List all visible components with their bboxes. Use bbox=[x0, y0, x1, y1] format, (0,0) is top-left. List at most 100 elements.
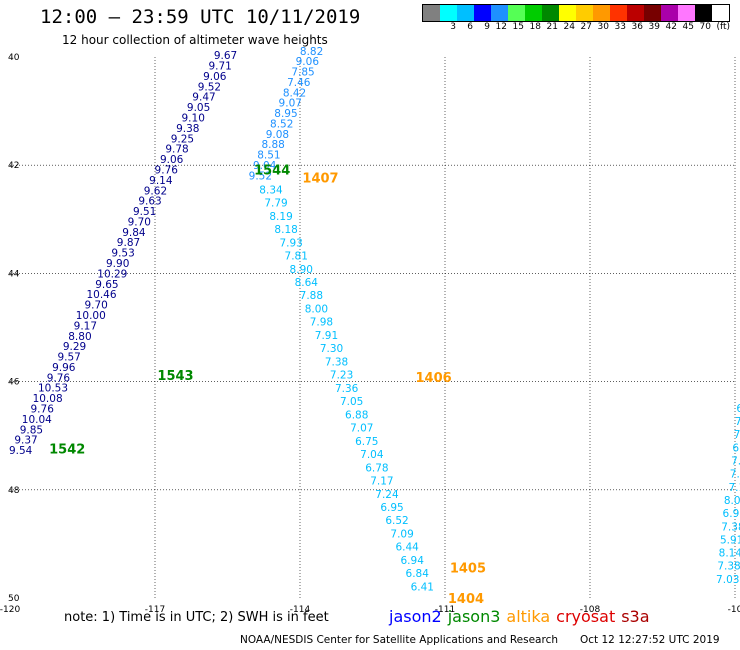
wave-height-value: 9.67 bbox=[214, 50, 237, 62]
wave-height-value: 8.51 bbox=[257, 150, 280, 162]
wave-height-value: 7.24 bbox=[375, 489, 399, 501]
satellite-label: jason3 bbox=[447, 607, 501, 626]
wave-height-value: 6.41 bbox=[411, 581, 434, 593]
legend-label: 30 bbox=[597, 22, 609, 32]
lon-tick-label: -111 bbox=[435, 605, 455, 615]
legend-swatch bbox=[457, 5, 474, 21]
legend-swatch bbox=[423, 5, 440, 21]
legend-label: 33 bbox=[614, 22, 626, 32]
wave-height-value: 10.29 bbox=[97, 268, 127, 280]
wave-height-value: 7.46 bbox=[287, 77, 311, 89]
legend-swatch bbox=[440, 5, 457, 21]
wave-height-value: 8.00 bbox=[305, 303, 328, 315]
wave-height-value: 9.47 bbox=[192, 92, 215, 104]
legend-swatch bbox=[695, 5, 712, 21]
wave-height-value: 9.54 bbox=[9, 445, 33, 457]
wave-height-value: 9.05 bbox=[187, 102, 210, 114]
wave-height-value: 7.03 bbox=[716, 574, 739, 586]
wave-height-value: 9.37 bbox=[14, 435, 37, 447]
wave-height-value: 6.44 bbox=[395, 542, 419, 554]
wave-height-value: 6.9 bbox=[732, 442, 740, 454]
wave-height-value: 8.34 bbox=[259, 184, 283, 196]
wave-height-value: 9.06 bbox=[203, 71, 227, 83]
legend-label: 3 bbox=[450, 22, 456, 32]
legend-label: 70 bbox=[699, 22, 711, 32]
wave-height-value: 7.36 bbox=[335, 383, 359, 395]
pass-labels: 1544 1407 1543 1406 1542 1405 1404 bbox=[49, 163, 486, 606]
wave-height-value: 7.88 bbox=[300, 290, 323, 302]
wave-height-value: 8.64 bbox=[295, 277, 319, 289]
wave-height-value: 7.38 bbox=[721, 521, 740, 533]
map-grid bbox=[10, 57, 736, 598]
satellite-legend: jason2 jason3 altika cryosat s3a bbox=[389, 607, 656, 626]
wave-height-value: 7.2 bbox=[730, 469, 740, 481]
credit-text: NOAA/NESDIS Center for Satellite Applica… bbox=[240, 634, 558, 646]
pass-number: 1406 bbox=[416, 371, 452, 386]
wave-height-value: 8.19 bbox=[269, 211, 292, 223]
lat-tick-label: 44 bbox=[8, 269, 20, 279]
wave-height-value: 6.78 bbox=[365, 462, 388, 474]
wave-height-value: 9.17 bbox=[74, 320, 97, 332]
legend-swatches bbox=[422, 4, 730, 22]
color-legend: 3 6 9 12 15 18 21 24 27 30 33 36 39 42 45 70 (ft) bbox=[422, 4, 730, 32]
wave-height-value: 9.38 bbox=[176, 123, 199, 135]
wave-height-value: 9.85 bbox=[20, 424, 43, 436]
wave-height-value: 10.53 bbox=[38, 383, 68, 395]
wave-height-value: 7.23 bbox=[330, 370, 353, 382]
legend-swatch bbox=[661, 5, 678, 21]
wave-height-value: 8.18 bbox=[274, 224, 297, 236]
wave-height-value: 10.46 bbox=[86, 289, 116, 301]
wave-height-value: 7.30 bbox=[320, 343, 343, 355]
pass-number: 1542 bbox=[49, 443, 85, 458]
legend-labels: 3 6 9 12 15 18 21 24 27 30 33 36 39 42 45 70 (ft) bbox=[422, 22, 730, 32]
satellite-label: jason2 bbox=[389, 607, 442, 626]
satellite-tracks: 9.549.379.8510.049.7610.0810.539.769.969… bbox=[9, 46, 740, 594]
wave-height-value: 9.57 bbox=[57, 352, 80, 364]
legend-label: 18 bbox=[529, 22, 541, 32]
legend-swatch bbox=[491, 5, 508, 21]
legend-label: 36 bbox=[631, 22, 643, 32]
legend-swatch bbox=[627, 5, 644, 21]
lat-tick-label: 42 bbox=[8, 161, 19, 171]
legend-swatch bbox=[542, 5, 559, 21]
wave-height-value: 7.04 bbox=[360, 449, 384, 461]
wave-height-value: 9.84 bbox=[122, 227, 146, 239]
lon-tick-label: -108 bbox=[580, 605, 601, 615]
legend-label bbox=[422, 22, 439, 32]
lat-tick-label: 50 bbox=[8, 594, 20, 604]
legend-unit: (ft) bbox=[716, 22, 730, 32]
wave-height-value: 8.80 bbox=[68, 331, 91, 343]
legend-label: 27 bbox=[580, 22, 592, 32]
timestamp: Oct 12 12:27:52 UTC 2019 bbox=[580, 634, 720, 646]
wave-height-value: 6.94 bbox=[401, 555, 425, 567]
wave-height-value: 7.81 bbox=[285, 251, 308, 263]
wave-height-value: 7.2 bbox=[731, 455, 740, 467]
legend-label: 15 bbox=[512, 22, 524, 32]
wave-height-value: 8.82 bbox=[300, 46, 323, 58]
legend-swatch bbox=[593, 5, 610, 21]
wave-height-value: 10.08 bbox=[33, 393, 63, 405]
lat-tick-label: 46 bbox=[8, 378, 20, 388]
legend-label: 42 bbox=[665, 22, 677, 32]
wave-height-value: 6.95 bbox=[380, 502, 403, 514]
pass-number: 1405 bbox=[450, 562, 486, 577]
wave-height-value: 10.00 bbox=[76, 310, 106, 322]
lat-tick-label: 40 bbox=[8, 53, 20, 63]
wave-height-value: 9.76 bbox=[31, 404, 55, 416]
wave-height-value: 7.1 bbox=[734, 429, 740, 441]
satellite-label: cryosat bbox=[556, 607, 616, 626]
wave-height-value: 7.07 bbox=[350, 423, 373, 435]
wave-height-value: 7.79 bbox=[264, 198, 287, 210]
legend-swatch bbox=[678, 5, 695, 21]
wave-height-value: 9.78 bbox=[165, 144, 188, 156]
wave-height-value: 7.4 bbox=[735, 416, 740, 428]
wave-height-value: 9.52 bbox=[249, 170, 272, 182]
legend-label: 6 bbox=[467, 22, 473, 32]
wave-height-value: 9.08 bbox=[266, 129, 289, 141]
pass-number: 1544 bbox=[254, 163, 290, 178]
wave-height-value: 8.95 bbox=[274, 108, 297, 120]
wave-height-value: 8.90 bbox=[290, 264, 313, 276]
wave-height-value: 6.75 bbox=[355, 436, 378, 448]
wave-height-value: 10.04 bbox=[22, 414, 52, 426]
